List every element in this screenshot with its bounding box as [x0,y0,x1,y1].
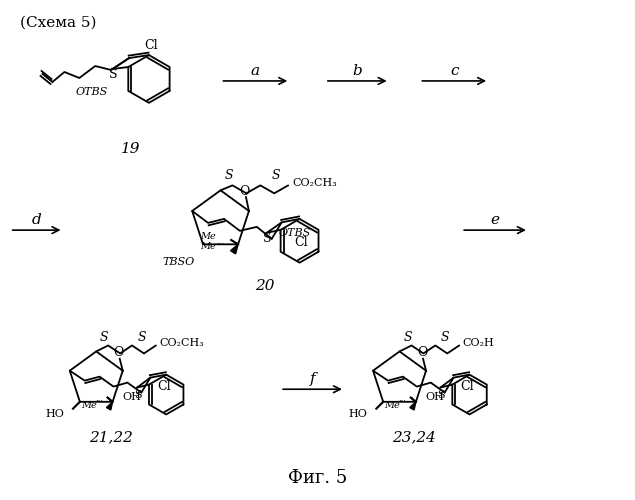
Text: S: S [134,390,142,400]
Text: O: O [240,184,250,198]
Text: 19: 19 [121,142,141,156]
Text: Me: Me [201,232,216,241]
Text: OTBS: OTBS [76,87,107,97]
Text: CO₂H: CO₂H [462,338,494,348]
Text: b: b [352,64,362,78]
Text: TBSO: TBSO [163,257,195,267]
Text: Me: Me [81,402,97,410]
Text: 23,24: 23,24 [392,430,436,444]
Text: HO: HO [349,408,367,418]
Text: S: S [264,232,272,245]
Text: 20: 20 [255,278,274,292]
Text: ...: ... [398,395,406,403]
Text: ...: ... [95,395,103,403]
Text: Фиг. 5: Фиг. 5 [288,468,347,486]
Text: S: S [109,68,117,82]
Text: f: f [310,372,316,386]
Text: Cl: Cl [144,38,157,52]
Text: OH: OH [122,392,141,402]
Text: S: S [224,169,233,182]
Text: d: d [32,213,41,227]
Text: HO: HO [45,408,64,418]
Text: Me: Me [384,402,400,410]
Text: CO₂CH₃: CO₂CH₃ [159,338,204,348]
Text: S: S [272,169,281,182]
Text: ...: ... [217,238,224,246]
Text: S: S [441,331,450,344]
Polygon shape [107,402,112,410]
Text: S: S [138,331,146,344]
Text: Cl: Cl [295,236,309,250]
Polygon shape [231,244,238,254]
Text: e: e [490,213,500,227]
Text: S: S [100,331,109,344]
Text: O: O [114,346,124,360]
Text: (Схема 5): (Схема 5) [20,16,96,30]
Text: c: c [450,64,458,78]
Text: O: O [417,346,427,360]
Text: OH: OH [425,392,444,402]
Text: CO₂CH₃: CO₂CH₃ [292,178,337,188]
Text: 21,22: 21,22 [89,430,133,444]
Text: Cl: Cl [461,380,474,393]
Text: Cl: Cl [157,380,171,393]
Text: OTBS: OTBS [279,228,311,238]
Text: S: S [438,390,445,400]
Text: a: a [251,64,260,78]
Text: S: S [403,331,412,344]
Text: Me: Me [201,242,216,251]
Polygon shape [410,402,416,410]
